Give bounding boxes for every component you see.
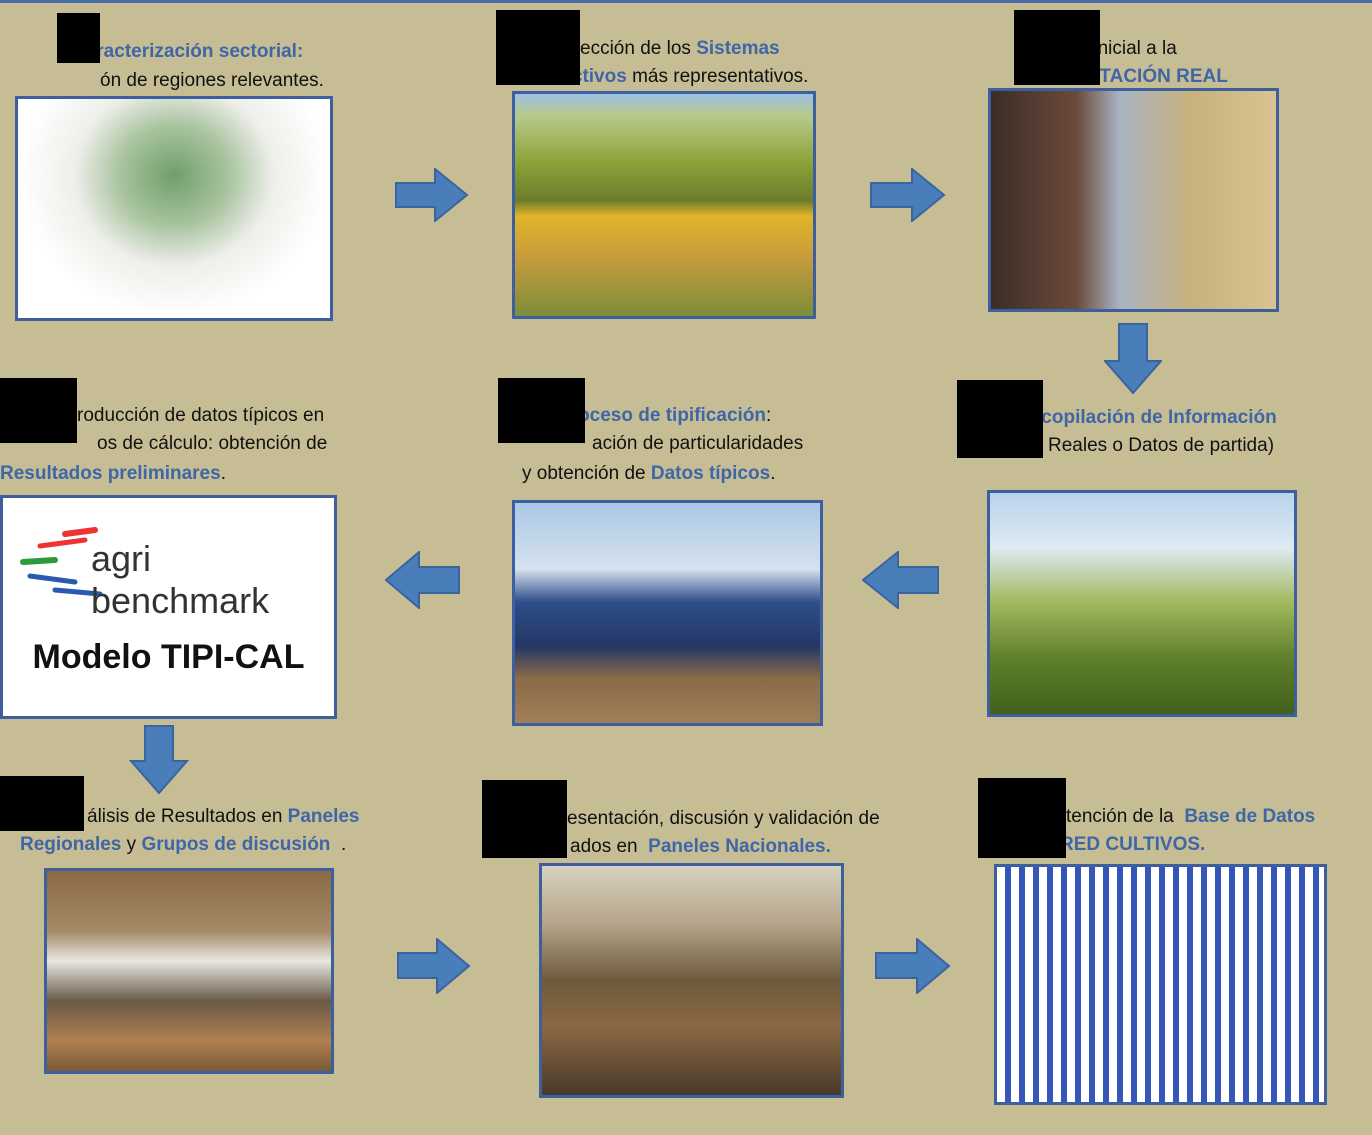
redaction xyxy=(498,378,585,443)
caption-text: álisis de Resultados en xyxy=(87,806,288,827)
arrow-left xyxy=(385,551,460,609)
highlight-text: RED CULTIVOS. xyxy=(1060,834,1206,855)
highlight-text: Sistemas xyxy=(696,38,780,59)
highlight-text: Datos típicos xyxy=(650,463,771,484)
redaction xyxy=(978,778,1066,858)
step-caption-line: ados en Paneles Nacionales. xyxy=(570,836,831,858)
step-caption-line: RED CULTIVOS. xyxy=(1060,834,1205,856)
arrow-right xyxy=(395,168,469,222)
database-image xyxy=(994,864,1327,1105)
caption-text: : xyxy=(766,405,772,426)
logo-panel: agri benchmark Modelo TIPI-CAL xyxy=(0,495,337,719)
highlight-text: Paneles Nacionales. xyxy=(648,836,831,857)
caption-text: . xyxy=(220,463,226,484)
arrow-left xyxy=(862,551,939,609)
arrow-down xyxy=(1104,323,1162,395)
highlight-text: Resultados preliminares xyxy=(0,463,221,484)
arrow-right xyxy=(870,168,946,222)
logo-brand: agri benchmark xyxy=(91,538,270,621)
national-panel-image xyxy=(539,863,844,1098)
step-caption-line: Reales o Datos de partida) xyxy=(1048,435,1274,457)
caption-text: esentación, discusión y validación de xyxy=(567,808,880,829)
redaction xyxy=(57,13,100,63)
highlight-text: Proceso de tipificación xyxy=(558,405,766,426)
step-caption-line: Proceso de tipificación: xyxy=(558,405,771,427)
redaction xyxy=(496,10,580,85)
caption-text: ección de los xyxy=(580,38,697,59)
step-caption-line: y obtención de Datos típicos. xyxy=(522,463,775,485)
step-caption-line: álisis de Resultados en Paneles xyxy=(87,806,360,828)
highlight-text: Base de Datos xyxy=(1184,806,1316,827)
step-caption-line: Recopilación de Información xyxy=(1017,407,1277,429)
caption-text: . xyxy=(330,834,347,855)
highlight-text: Paneles xyxy=(287,806,360,827)
crops-image xyxy=(512,91,816,319)
highlight-text: Recopilación de Información xyxy=(1017,407,1277,428)
logo-model: Modelo TIPI-CAL xyxy=(32,638,305,676)
arrow-down xyxy=(129,725,189,795)
highlight-text: Regionales xyxy=(20,834,122,855)
caption-text: . xyxy=(770,463,776,484)
step-caption-line: ación de particularidades xyxy=(592,433,803,455)
caption-text: os de cálculo: obtención de xyxy=(97,433,328,454)
step-caption-line: os de cálculo: obtención de xyxy=(97,433,327,455)
caption-text: Reales o Datos de partida) xyxy=(1048,435,1275,456)
redaction xyxy=(0,378,77,443)
caption-text: y obtención de xyxy=(522,463,651,484)
blue-tractor-image xyxy=(512,500,823,726)
step-caption-line: Resultados preliminares. xyxy=(0,463,226,485)
arrow-right xyxy=(875,938,951,994)
step-caption-line: ón de regiones relevantes. xyxy=(100,70,324,92)
step-caption-line: roducción de datos típicos en xyxy=(77,405,324,427)
highlight-text: Caracterización sectorial: xyxy=(72,41,304,62)
caption-text: ados en xyxy=(570,836,649,857)
redaction xyxy=(957,380,1043,458)
redaction xyxy=(482,780,567,858)
step-caption-line: tención de la Base de Datos xyxy=(1066,806,1315,828)
caption-text: ón de regiones relevantes. xyxy=(100,70,324,91)
redaction xyxy=(0,776,84,831)
map-image xyxy=(15,96,333,321)
arrow-right xyxy=(397,938,471,994)
logo-mark xyxy=(20,527,103,596)
highlight-text: Grupos de discusión xyxy=(141,834,331,855)
redaction xyxy=(1014,10,1100,85)
meeting-image xyxy=(44,868,334,1074)
step-caption-line: Regionales y Grupos de discusión . xyxy=(20,834,346,856)
caption-text: y xyxy=(121,834,142,855)
caption-text: tención de la xyxy=(1066,806,1185,827)
caption-text: más representativos. xyxy=(626,66,809,87)
rice-image xyxy=(987,490,1297,717)
step-caption-line: esentación, discusión y validación de xyxy=(567,808,880,830)
step-caption-line: ección de los Sistemas xyxy=(580,38,780,60)
caption-text: ación de particularidades xyxy=(592,433,804,454)
tractor-image xyxy=(988,88,1279,312)
caption-text: roducción de datos típicos en xyxy=(77,405,325,426)
step-caption-line: Caracterización sectorial: xyxy=(72,41,303,63)
